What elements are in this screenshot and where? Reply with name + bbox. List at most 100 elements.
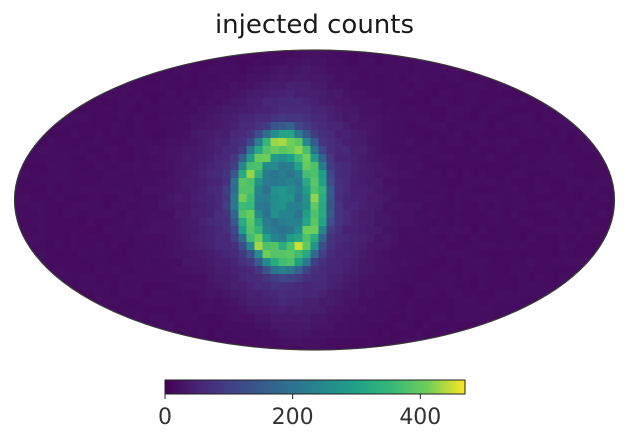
heatmap-cell: [510, 154, 520, 163]
heatmap-cell: [70, 258, 80, 267]
heatmap-cell: [366, 298, 376, 307]
heatmap-cell: [438, 162, 448, 171]
heatmap-cell: [278, 138, 288, 147]
heatmap-cell: [422, 242, 432, 251]
heatmap-cell: [438, 226, 448, 235]
heatmap-cell: [374, 114, 384, 123]
heatmap-cell: [126, 186, 136, 195]
heatmap-cell: [294, 50, 304, 59]
heatmap-cell: [454, 122, 464, 131]
heatmap-cell: [166, 186, 176, 195]
heatmap-cell: [230, 186, 240, 195]
heatmap-cell: [22, 170, 32, 179]
heatmap-cell: [318, 90, 328, 99]
heatmap-cell: [118, 274, 128, 283]
heatmap-cell: [294, 138, 304, 147]
heatmap-cell: [422, 130, 432, 139]
heatmap-cell: [350, 106, 360, 115]
heatmap-cell: [182, 274, 192, 283]
heatmap-cell: [310, 314, 320, 323]
heatmap-cell: [246, 234, 256, 243]
heatmap-cell: [230, 322, 240, 331]
heatmap-cell: [558, 122, 568, 131]
heatmap-cell: [262, 50, 272, 59]
heatmap-cell: [334, 138, 344, 147]
heatmap-cell: [414, 90, 424, 99]
heatmap-cell: [534, 202, 544, 211]
heatmap-cell: [350, 194, 360, 203]
heatmap-cell: [118, 178, 128, 187]
heatmap-cell: [486, 242, 496, 251]
heatmap-cell: [94, 250, 104, 259]
heatmap-cell: [382, 66, 392, 75]
heatmap-cell: [70, 282, 80, 291]
heatmap-cell: [494, 82, 504, 91]
heatmap-cell: [110, 242, 120, 251]
heatmap-cell: [366, 74, 376, 83]
heatmap-cell: [286, 114, 296, 123]
heatmap-cell: [526, 298, 536, 307]
heatmap-cell: [486, 202, 496, 211]
heatmap-cell: [542, 210, 552, 219]
heatmap-cell: [142, 266, 152, 275]
heatmap-cell: [518, 138, 528, 147]
heatmap-cell: [534, 154, 544, 163]
heatmap-cell: [350, 226, 360, 235]
heatmap-cell: [510, 90, 520, 99]
heatmap-cell: [150, 122, 160, 131]
heatmap-cell: [182, 330, 192, 339]
heatmap-cell: [462, 250, 472, 259]
heatmap-cell: [430, 146, 440, 155]
heatmap-cell: [214, 74, 224, 83]
heatmap-cell: [430, 282, 440, 291]
heatmap-cell: [214, 274, 224, 283]
heatmap-cell: [238, 58, 248, 67]
heatmap-cell: [70, 290, 80, 299]
heatmap-cell: [502, 114, 512, 123]
heatmap-cell: [278, 290, 288, 299]
heatmap-cell: [310, 274, 320, 283]
heatmap-cell: [366, 330, 376, 339]
heatmap-cell: [470, 242, 480, 251]
heatmap-cell: [430, 178, 440, 187]
heatmap-cell: [62, 178, 72, 187]
heatmap-cell: [142, 178, 152, 187]
heatmap-cell: [518, 298, 528, 307]
heatmap-cell: [142, 130, 152, 139]
heatmap-cell: [374, 74, 384, 83]
heatmap-cell: [390, 338, 400, 347]
heatmap-cell: [110, 186, 120, 195]
heatmap-cell: [94, 106, 104, 115]
heatmap-cell: [254, 154, 264, 163]
heatmap-cell: [494, 258, 504, 267]
heatmap-cell: [286, 90, 296, 99]
heatmap-cell: [182, 82, 192, 91]
heatmap-cell: [550, 250, 560, 259]
heatmap-cell: [150, 274, 160, 283]
heatmap-cell: [230, 282, 240, 291]
heatmap-cell: [246, 146, 256, 155]
heatmap-cell: [318, 322, 328, 331]
heatmap-cell: [526, 122, 536, 131]
heatmap-cell: [542, 234, 552, 243]
heatmap-cell: [278, 330, 288, 339]
heatmap-cell: [398, 298, 408, 307]
heatmap-cell: [414, 306, 424, 315]
heatmap-cell: [246, 170, 256, 179]
heatmap-cell: [414, 210, 424, 219]
heatmap-cell: [118, 298, 128, 307]
heatmap-cell: [294, 226, 304, 235]
heatmap-cell: [470, 282, 480, 291]
heatmap-cell: [502, 226, 512, 235]
heatmap-cell: [78, 218, 88, 227]
heatmap-cell: [126, 266, 136, 275]
heatmap-cell: [502, 106, 512, 115]
heatmap-cell: [286, 306, 296, 315]
heatmap-cell: [166, 266, 176, 275]
heatmap-cell: [430, 210, 440, 219]
heatmap-cell: [54, 258, 64, 267]
heatmap-cell: [70, 154, 80, 163]
heatmap-cell: [374, 242, 384, 251]
heatmap-cell: [22, 162, 32, 171]
heatmap-cell: [406, 98, 416, 107]
